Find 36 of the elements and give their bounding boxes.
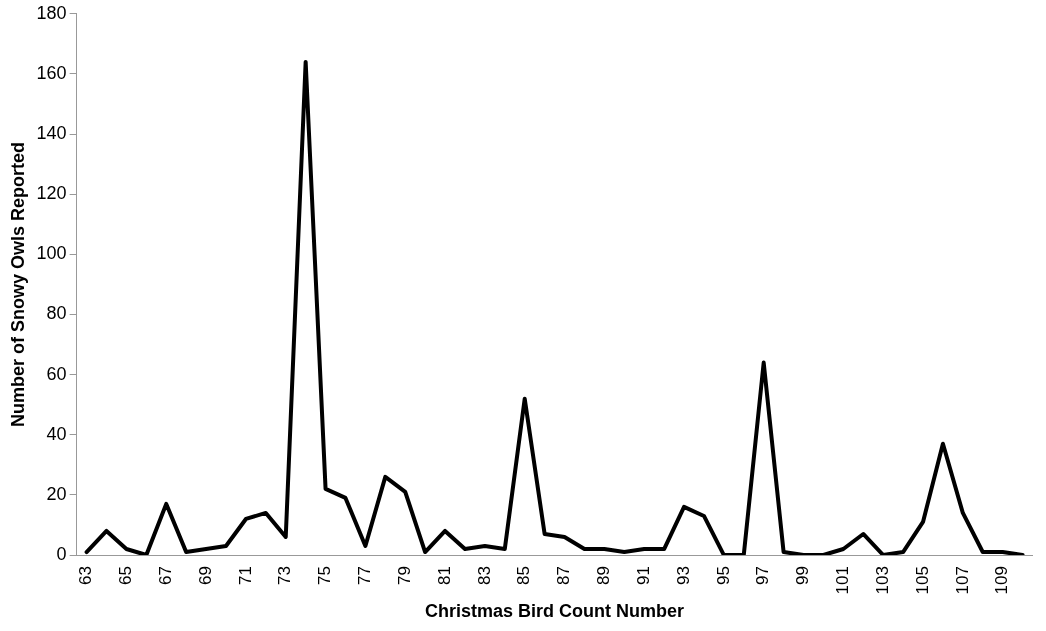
x-tick-label: 95	[713, 566, 733, 585]
x-tick-label: 67	[155, 566, 175, 585]
x-tick-label: 79	[394, 566, 414, 585]
x-tick-label: 89	[594, 566, 614, 585]
x-tick-label: 93	[673, 566, 693, 585]
y-tick-label: 40	[46, 423, 67, 444]
x-tick-label: 65	[116, 566, 136, 585]
x-tick-label: 107	[952, 566, 972, 595]
y-axis-title: Number of Snowy Owls Reported	[7, 141, 28, 427]
y-tick-label: 60	[46, 363, 67, 384]
x-tick-label: 81	[434, 566, 454, 585]
x-tick-label: 109	[992, 566, 1012, 595]
x-tick-label: 97	[753, 566, 773, 585]
x-tick-label: 83	[474, 566, 494, 585]
x-tick-label: 101	[833, 566, 853, 595]
y-tick-label: 0	[56, 544, 67, 565]
y-tick-label: 20	[46, 483, 67, 504]
x-tick-label: 63	[76, 566, 96, 585]
x-tick-label: 105	[912, 566, 932, 595]
y-tick-label: 180	[36, 2, 67, 23]
x-tick-label: 85	[514, 566, 534, 585]
x-tick-label: 73	[275, 566, 295, 585]
x-tick-label: 69	[195, 566, 215, 585]
x-tick-label: 103	[872, 566, 892, 595]
y-tick-label: 100	[36, 243, 67, 264]
y-tick-label: 120	[36, 183, 67, 204]
x-tick-label: 75	[315, 566, 335, 585]
x-tick-label: 91	[633, 566, 653, 585]
y-tick-label: 140	[36, 123, 67, 144]
x-axis-title: Christmas Bird Count Number	[425, 601, 685, 622]
x-tick-label: 87	[554, 566, 574, 585]
y-tick-label: 160	[36, 62, 67, 83]
y-tick-label: 80	[46, 303, 67, 324]
x-tick-label: 71	[235, 566, 255, 585]
x-tick-label: 99	[793, 566, 813, 585]
x-tick-label: 77	[355, 566, 375, 585]
